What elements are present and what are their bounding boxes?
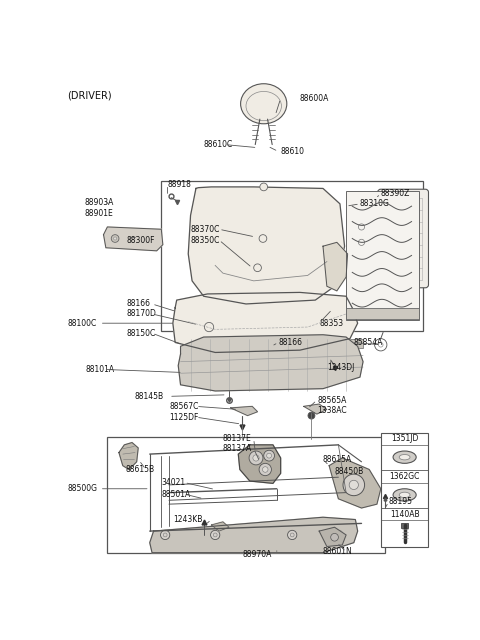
Text: 88166: 88166 xyxy=(127,300,151,308)
Text: 1140AB: 1140AB xyxy=(390,509,420,518)
Text: 88370C: 88370C xyxy=(191,225,220,234)
Circle shape xyxy=(349,480,359,490)
Polygon shape xyxy=(188,187,345,304)
Circle shape xyxy=(259,463,271,476)
Text: 88166: 88166 xyxy=(278,338,302,347)
Polygon shape xyxy=(119,442,138,470)
Ellipse shape xyxy=(399,454,410,460)
Text: 1362GC: 1362GC xyxy=(389,472,420,481)
Circle shape xyxy=(249,451,263,465)
Polygon shape xyxy=(329,458,381,508)
FancyBboxPatch shape xyxy=(348,339,363,348)
FancyBboxPatch shape xyxy=(401,524,408,528)
Text: 88565A: 88565A xyxy=(318,396,347,404)
Circle shape xyxy=(114,237,117,240)
Text: 88145B: 88145B xyxy=(134,392,164,401)
FancyBboxPatch shape xyxy=(323,346,338,356)
Text: 88101A: 88101A xyxy=(86,365,115,374)
Circle shape xyxy=(308,412,315,419)
Polygon shape xyxy=(323,243,348,291)
Text: 34021: 34021 xyxy=(161,478,185,487)
Circle shape xyxy=(264,451,275,461)
Text: 88450B: 88450B xyxy=(335,467,364,476)
Polygon shape xyxy=(104,227,163,251)
Polygon shape xyxy=(173,292,358,353)
Text: 1351JD: 1351JD xyxy=(391,434,418,443)
Circle shape xyxy=(263,467,268,472)
Polygon shape xyxy=(211,522,229,531)
Text: 88390Z: 88390Z xyxy=(381,189,410,198)
Polygon shape xyxy=(230,406,258,415)
Text: 88170D: 88170D xyxy=(127,310,156,319)
Circle shape xyxy=(260,183,267,191)
Circle shape xyxy=(160,531,170,540)
Circle shape xyxy=(111,235,119,243)
Circle shape xyxy=(253,455,259,461)
Circle shape xyxy=(267,453,272,458)
Ellipse shape xyxy=(393,451,416,463)
Ellipse shape xyxy=(399,492,410,498)
Text: 88137A: 88137A xyxy=(223,444,252,453)
Text: (DRIVER): (DRIVER) xyxy=(67,91,112,100)
Text: 88150C: 88150C xyxy=(127,329,156,338)
Circle shape xyxy=(288,531,297,540)
Polygon shape xyxy=(319,527,346,547)
Text: 88601N: 88601N xyxy=(323,547,353,556)
Text: 88137E: 88137E xyxy=(223,434,252,443)
FancyBboxPatch shape xyxy=(337,342,352,352)
Text: 88901E: 88901E xyxy=(84,209,113,218)
FancyBboxPatch shape xyxy=(346,191,419,320)
Text: 88903A: 88903A xyxy=(84,198,114,207)
Text: 88500G: 88500G xyxy=(67,484,97,493)
Polygon shape xyxy=(304,404,327,414)
Circle shape xyxy=(334,531,343,540)
Text: 88310G: 88310G xyxy=(360,199,390,209)
Polygon shape xyxy=(238,445,281,483)
Ellipse shape xyxy=(393,489,416,501)
Text: 88610C: 88610C xyxy=(204,140,233,149)
Circle shape xyxy=(211,531,220,540)
Text: 1338AC: 1338AC xyxy=(318,406,347,415)
Text: 88615A: 88615A xyxy=(323,455,352,464)
Text: 88100C: 88100C xyxy=(67,319,96,328)
Circle shape xyxy=(331,533,338,541)
Text: 88600A: 88600A xyxy=(300,94,329,103)
Text: 1243DJ: 1243DJ xyxy=(327,364,354,372)
Text: 88970A: 88970A xyxy=(242,550,272,559)
Text: 88918: 88918 xyxy=(168,180,192,189)
Text: 88300F: 88300F xyxy=(127,236,155,244)
Polygon shape xyxy=(178,335,363,391)
Text: 1243KB: 1243KB xyxy=(173,515,202,524)
Text: 88610: 88610 xyxy=(281,147,305,156)
FancyBboxPatch shape xyxy=(381,433,429,547)
Text: 88353: 88353 xyxy=(319,319,343,328)
Circle shape xyxy=(343,474,365,496)
Text: 88567C: 88567C xyxy=(169,402,198,411)
Text: 88501A: 88501A xyxy=(161,490,191,499)
Text: 1125DF: 1125DF xyxy=(169,413,198,422)
Ellipse shape xyxy=(240,84,287,124)
Text: 88350C: 88350C xyxy=(191,236,220,244)
FancyBboxPatch shape xyxy=(378,189,429,288)
Text: 88615B: 88615B xyxy=(125,465,154,474)
Polygon shape xyxy=(150,517,358,553)
Text: 88195: 88195 xyxy=(388,497,412,506)
Text: 85854A: 85854A xyxy=(354,338,383,347)
FancyBboxPatch shape xyxy=(346,308,419,319)
